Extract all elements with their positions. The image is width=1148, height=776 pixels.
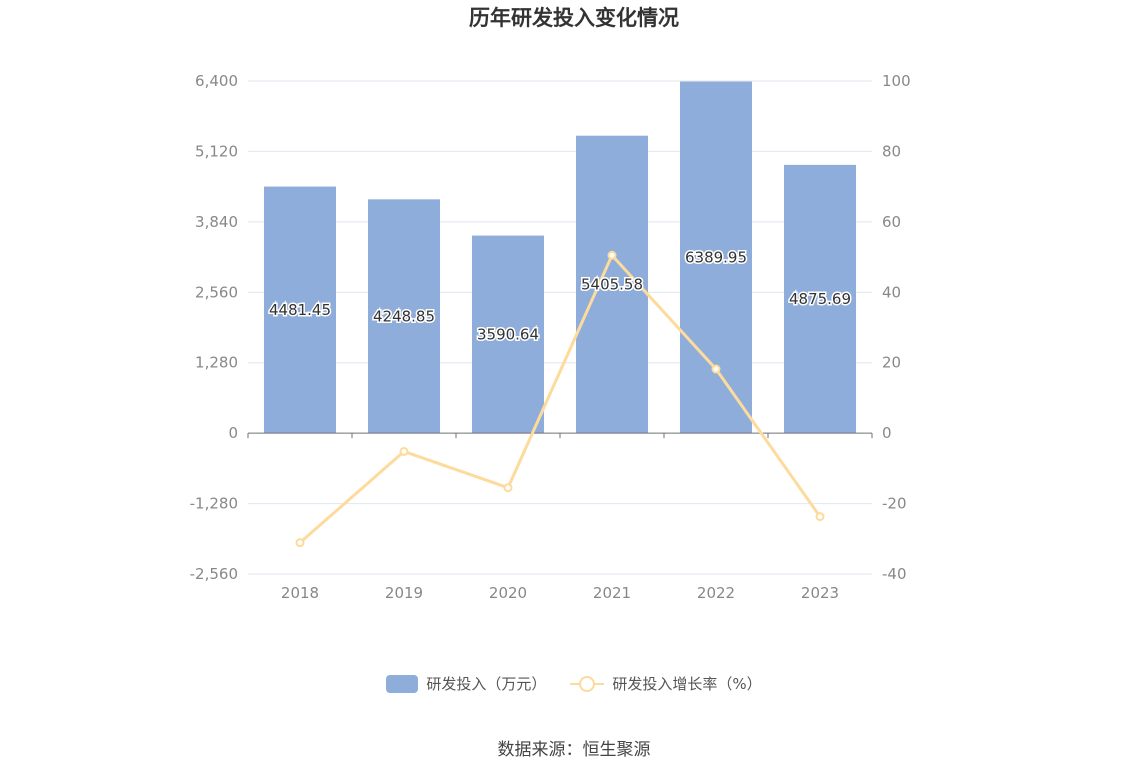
data-source: 数据来源：恒生聚源	[497, 740, 651, 760]
y-right-tick-label: 40	[882, 283, 901, 301]
grid-lines	[248, 80, 872, 575]
y-right-tick-label: 60	[882, 213, 901, 231]
bar-value-label: 4875.69	[789, 290, 851, 308]
x-tick-label: 2020	[489, 584, 527, 602]
y-right-tick-label: 80	[882, 142, 901, 160]
y-left-tick-label: 5,120	[195, 142, 238, 160]
growth-rate-line	[299, 252, 822, 544]
bar-labels: 4481.45 4248.85 3590.64 5405.58 6389.95 4875.…	[267, 247, 852, 345]
legend-item-growth-rate[interactable]: 研发投入增长率（%）	[570, 673, 762, 694]
x-tick-label: 2021	[593, 584, 631, 602]
bar	[576, 135, 648, 434]
bar-series	[264, 81, 856, 434]
bar-value-label: 3590.64	[477, 325, 539, 343]
bar	[368, 199, 440, 434]
bar	[264, 186, 336, 434]
y-left-tick-label: 2,560	[195, 283, 238, 301]
y-left-tick-label: 0	[228, 424, 238, 442]
y-right-tick-label: 20	[882, 354, 901, 372]
y-right-tick-label: -40	[882, 565, 907, 583]
bar-value-label: 6389.95	[685, 248, 747, 266]
y-left-tick-label: -1,280	[190, 495, 238, 513]
growth-rate-point	[711, 364, 721, 374]
x-tick-label: 2023	[801, 584, 839, 602]
line-series	[295, 250, 825, 548]
axes: 6,400 5,120 3,840 2,560 1,280 0 -1,280 -2,560 10…	[190, 72, 911, 602]
legend-label-growth-rate: 研发投入增长率（%）	[612, 675, 762, 693]
y-right-tick-label: -20	[882, 495, 907, 513]
chart-title: 历年研发投入变化情况	[469, 6, 679, 30]
bar	[472, 235, 544, 434]
legend-item-rd-investment[interactable]: 研发投入（万元）	[386, 673, 546, 694]
y-left-tick-label: 3,840	[195, 213, 238, 231]
growth-rate-point	[399, 446, 409, 456]
bar-value-label: 4248.85	[373, 307, 435, 325]
x-tick-label: 2022	[697, 584, 735, 602]
growth-rate-point	[815, 512, 825, 522]
growth-rate-point	[503, 483, 513, 493]
bar	[784, 164, 856, 434]
legend-label-rd-investment: 研发投入（万元）	[426, 675, 547, 693]
legend: 研发投入（万元） 研发投入增长率（%）	[0, 673, 1148, 694]
growth-rate-point	[295, 538, 305, 548]
chart-canvas: 6,400 5,120 3,840 2,560 1,280 0 -1,280 -2,560 10…	[190, 72, 911, 602]
y-left-tick-label: -2,560	[190, 565, 238, 583]
bar-value-label: 4481.45	[269, 301, 331, 319]
growth-rate-point	[607, 250, 617, 260]
y-right-tick-label: 100	[882, 72, 911, 90]
y-left-tick-label: 1,280	[195, 354, 238, 372]
x-tick-label: 2018	[281, 584, 319, 602]
y-left-tick-label: 6,400	[195, 72, 238, 90]
legend-swatch-line	[570, 675, 605, 693]
x-tick-label: 2019	[385, 584, 423, 602]
bar	[680, 81, 752, 434]
bar-value-label: 5405.58	[581, 275, 643, 293]
y-right-tick-label: 0	[882, 424, 892, 442]
legend-swatch-bar	[386, 674, 419, 693]
